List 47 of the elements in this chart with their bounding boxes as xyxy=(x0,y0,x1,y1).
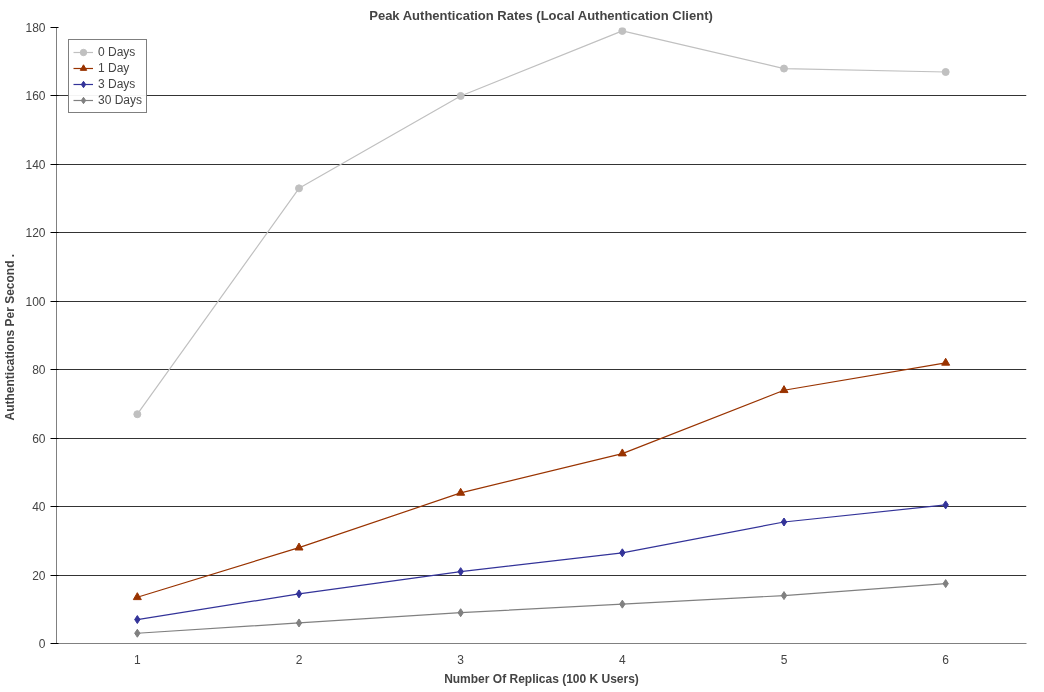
point xyxy=(134,615,141,625)
legend-label: 30 Days xyxy=(98,92,143,108)
point xyxy=(295,589,303,599)
point xyxy=(132,592,142,601)
point xyxy=(941,68,950,76)
x-tick-label: 5 xyxy=(780,652,788,667)
point xyxy=(780,517,788,527)
point xyxy=(456,487,466,496)
point xyxy=(779,385,789,394)
point xyxy=(457,608,464,618)
y-tick-label: 20 xyxy=(32,568,46,583)
point xyxy=(457,567,464,577)
point xyxy=(295,618,303,628)
y-tick-label: 100 xyxy=(25,294,46,309)
point xyxy=(619,548,626,558)
x-tick-label: 4 xyxy=(619,652,626,667)
point xyxy=(133,410,142,419)
point xyxy=(134,628,141,638)
y-tick-label: 80 xyxy=(32,363,46,378)
point xyxy=(942,500,949,510)
x-tick-label: 1 xyxy=(134,652,141,667)
y-axis-title: Authentications Per Second . xyxy=(3,253,18,421)
point xyxy=(456,91,465,100)
legend-label: 3 Days xyxy=(98,76,136,92)
x-tick-label: 2 xyxy=(295,652,303,667)
legend-label: 0 Days xyxy=(98,44,136,60)
point xyxy=(617,448,627,457)
y-tick-label: 60 xyxy=(32,431,46,446)
y-tick-label: 160 xyxy=(25,89,46,104)
x-tick-label: 6 xyxy=(942,652,950,667)
y-tick-label: 120 xyxy=(25,226,46,241)
y-tick-label: 0 xyxy=(38,637,46,651)
point xyxy=(295,184,303,193)
y-tick-label: 140 xyxy=(25,157,46,172)
point xyxy=(619,599,626,609)
legend-label: 1 Day xyxy=(98,60,130,76)
chart-title: Peak Authentication Rates (Local Authentication Client) xyxy=(369,7,713,23)
point xyxy=(780,64,788,73)
x-axis-title: Number Of Replicas (100 K Users) xyxy=(444,671,639,686)
y-tick-label: 40 xyxy=(32,500,46,515)
point xyxy=(780,591,788,601)
point xyxy=(294,542,304,551)
point xyxy=(941,357,951,366)
x-tick-label: 3 xyxy=(457,652,465,667)
y-tick-label: 180 xyxy=(25,21,46,35)
point xyxy=(942,579,949,589)
point xyxy=(618,27,627,35)
